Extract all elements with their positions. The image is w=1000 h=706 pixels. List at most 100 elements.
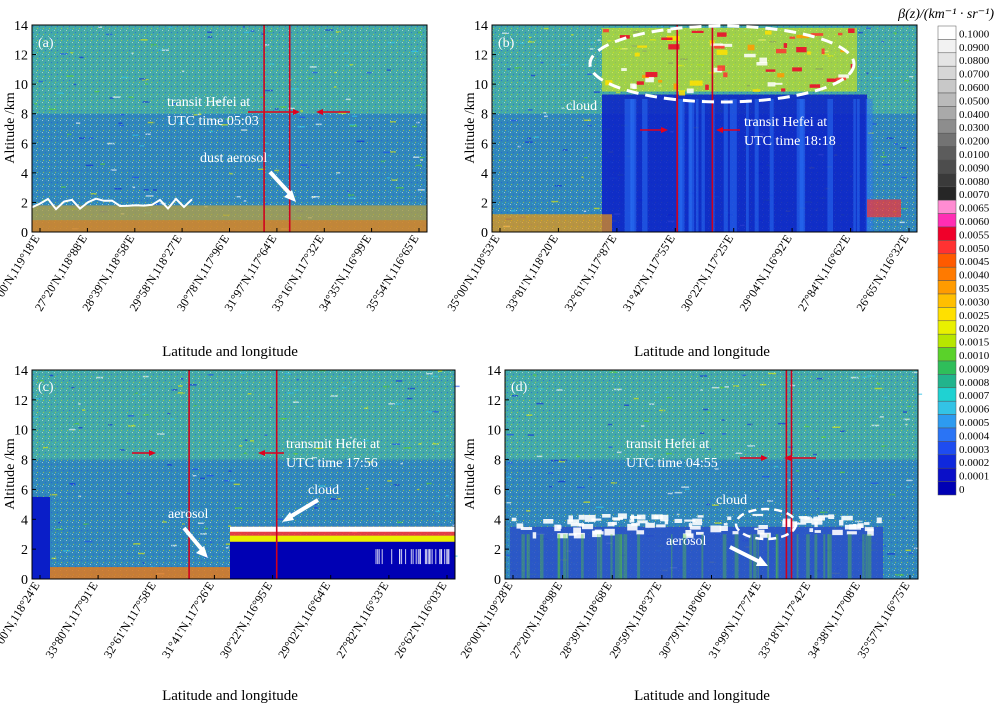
panel-d: 0 2 4 6 8 10 12 14 26°00′N,119°28′E27°20′N,118°… [457, 364, 923, 704]
colorbar-swatch [937, 441, 957, 456]
colorbar-swatch [937, 240, 957, 255]
x-tick-label: 30°22′N,116°95′E [217, 579, 275, 661]
colorbar-label: 0.0009 [959, 363, 990, 375]
transit-lines [188, 370, 278, 579]
colorbar-label: 0.0006 [959, 404, 990, 416]
colorbar-swatch [937, 106, 957, 121]
x-axis-ticks: 35°00′N,118°24′E 33°80′N,117°91′E 32°61′N,… [0, 575, 450, 661]
x-tick-label: 28°39′N,118°68′E [557, 579, 615, 661]
y-axis-label: Altitude /km [463, 92, 478, 163]
colorbar-swatch [937, 280, 957, 295]
annotation-cloud: cloud [566, 99, 597, 114]
colorbar-swatch [937, 320, 957, 335]
x-tick-label: 31°99′N,117°74′E [705, 579, 763, 661]
x-tick-label: 29°02′N,116°64′E [275, 579, 333, 661]
y-tick-label: 2 [21, 196, 28, 211]
x-tick-label: 32°61′N,117°87′E [561, 232, 619, 314]
x-tick-label: 29°04′N,116°92′E [736, 232, 794, 314]
feature-layer [510, 513, 883, 579]
plot-frame [31, 369, 456, 580]
panel-c: 0 2 4 6 8 10 12 14 35°00′N,118°24′E 33°80′N,117°… [0, 364, 460, 704]
colorbar-swatch [937, 159, 957, 174]
colorbar-label: 0.0090 [959, 162, 990, 174]
x-tick-label: 34°38′N,117°08′E [805, 579, 863, 661]
colorbar-swatch [937, 333, 957, 348]
colorbar-label: 0.0600 [959, 82, 990, 94]
x-axis-label: Latitude and longitude [162, 688, 298, 704]
y-tick-label: 14 [487, 364, 501, 379]
y-tick-label: 0 [21, 573, 28, 588]
x-tick-label: 27°84′N,116°62′E [795, 232, 853, 314]
cloud-arrow [282, 498, 320, 522]
x-axis-ticks: 35°00′N,118°53′E 33°81′N,118°20′E 32°61′N,… [444, 228, 912, 314]
x-tick-label: 35°00′N,118°53′E [444, 232, 502, 314]
colorbar-label: 0.0700 [959, 69, 990, 81]
transit-lines [785, 370, 793, 579]
x-tick-label: 30°22′N,117°25′E [678, 232, 736, 314]
colorbar-swatch [937, 481, 957, 496]
y-tick-label: 8 [481, 108, 488, 123]
panel-label: (a) [38, 36, 54, 51]
annotation-transit: transit Hefei at [626, 437, 709, 452]
x-tick-label: 26°00′N,119°28′E [457, 579, 515, 661]
y-tick-label: 10 [14, 424, 28, 439]
panel-label: (d) [511, 380, 528, 395]
colorbar-swatch [937, 213, 957, 228]
plot-frame [491, 24, 918, 233]
y-tick-label: 12 [14, 394, 28, 409]
y-tick-label: 6 [494, 483, 501, 498]
annotation-transit: transit Hefei at [744, 115, 827, 130]
colorbar-label: 0.0015 [959, 337, 990, 349]
colorbar-label: 0.0300 [959, 122, 990, 134]
colorbar-swatches [937, 25, 957, 496]
y-tick-label: 10 [14, 78, 28, 93]
x-tick-label: 35°00′N,118°24′E [0, 579, 43, 661]
colorbar-swatch [937, 52, 957, 67]
colorbar-swatch [937, 146, 957, 161]
colorbar-swatch [937, 387, 957, 402]
y-axis-ticks: 0 2 4 6 8 10 12 14 [474, 19, 496, 241]
colorbar-label: 0.0500 [959, 95, 990, 107]
annotation-transit: transmit Hefei at [286, 437, 380, 452]
transit-markers [640, 127, 740, 133]
x-tick-label: 35°57′N,116°75′E [854, 579, 912, 661]
y-tick-label: 8 [494, 454, 501, 469]
colorbar-title: β(z)/(km⁻¹ · sr⁻¹) [897, 7, 994, 22]
annotation-aerosol: aerosol [666, 534, 707, 549]
colorbar-label: 0.0003 [959, 444, 990, 456]
y-axis-ticks: 0 2 4 6 8 10 12 14 [14, 364, 36, 588]
colorbar-label: 0.0400 [959, 109, 990, 121]
colorbar-label: 0.0065 [959, 203, 990, 215]
colorbar-swatch [937, 119, 957, 134]
colorbar-label: 0.0100 [959, 149, 990, 161]
colorbar-label: 0 [959, 484, 965, 496]
y-tick-label: 12 [487, 394, 501, 409]
dust-aerosol-arrow [268, 170, 296, 202]
colorbar-swatch [937, 253, 957, 268]
panel-label: (b) [498, 36, 515, 51]
colorbar-swatch [937, 467, 957, 482]
y-tick-label: 0 [481, 226, 488, 241]
annotation-time: UTC time 04:55 [626, 456, 718, 471]
colorbar-label: 0.0001 [959, 471, 989, 483]
colorbar-swatch [937, 226, 957, 241]
colorbar-label: 0.0035 [959, 283, 990, 295]
y-tick-label: 10 [474, 78, 488, 93]
feature-layer [492, 27, 901, 232]
y-tick-label: 12 [474, 49, 488, 64]
y-tick-label: 14 [14, 364, 28, 379]
colorbar-label: 0.0007 [959, 390, 990, 402]
colorbar-label: 0.0020 [959, 323, 990, 335]
colorbar-swatch [937, 132, 957, 147]
colorbar-swatch [937, 293, 957, 308]
x-tick-label: 30°79′N,118°06′E [656, 579, 714, 661]
annotation-aerosol: aerosol [168, 507, 209, 522]
x-tick-label: 26°65′N,116°32′E [853, 232, 911, 314]
colorbar-label: 0.0008 [959, 377, 990, 389]
colorbar-swatch [937, 400, 957, 415]
aerosol-arrow [182, 526, 208, 558]
y-tick-label: 6 [481, 137, 488, 152]
colorbar-swatch [937, 186, 957, 201]
speckle-noise [32, 25, 427, 232]
